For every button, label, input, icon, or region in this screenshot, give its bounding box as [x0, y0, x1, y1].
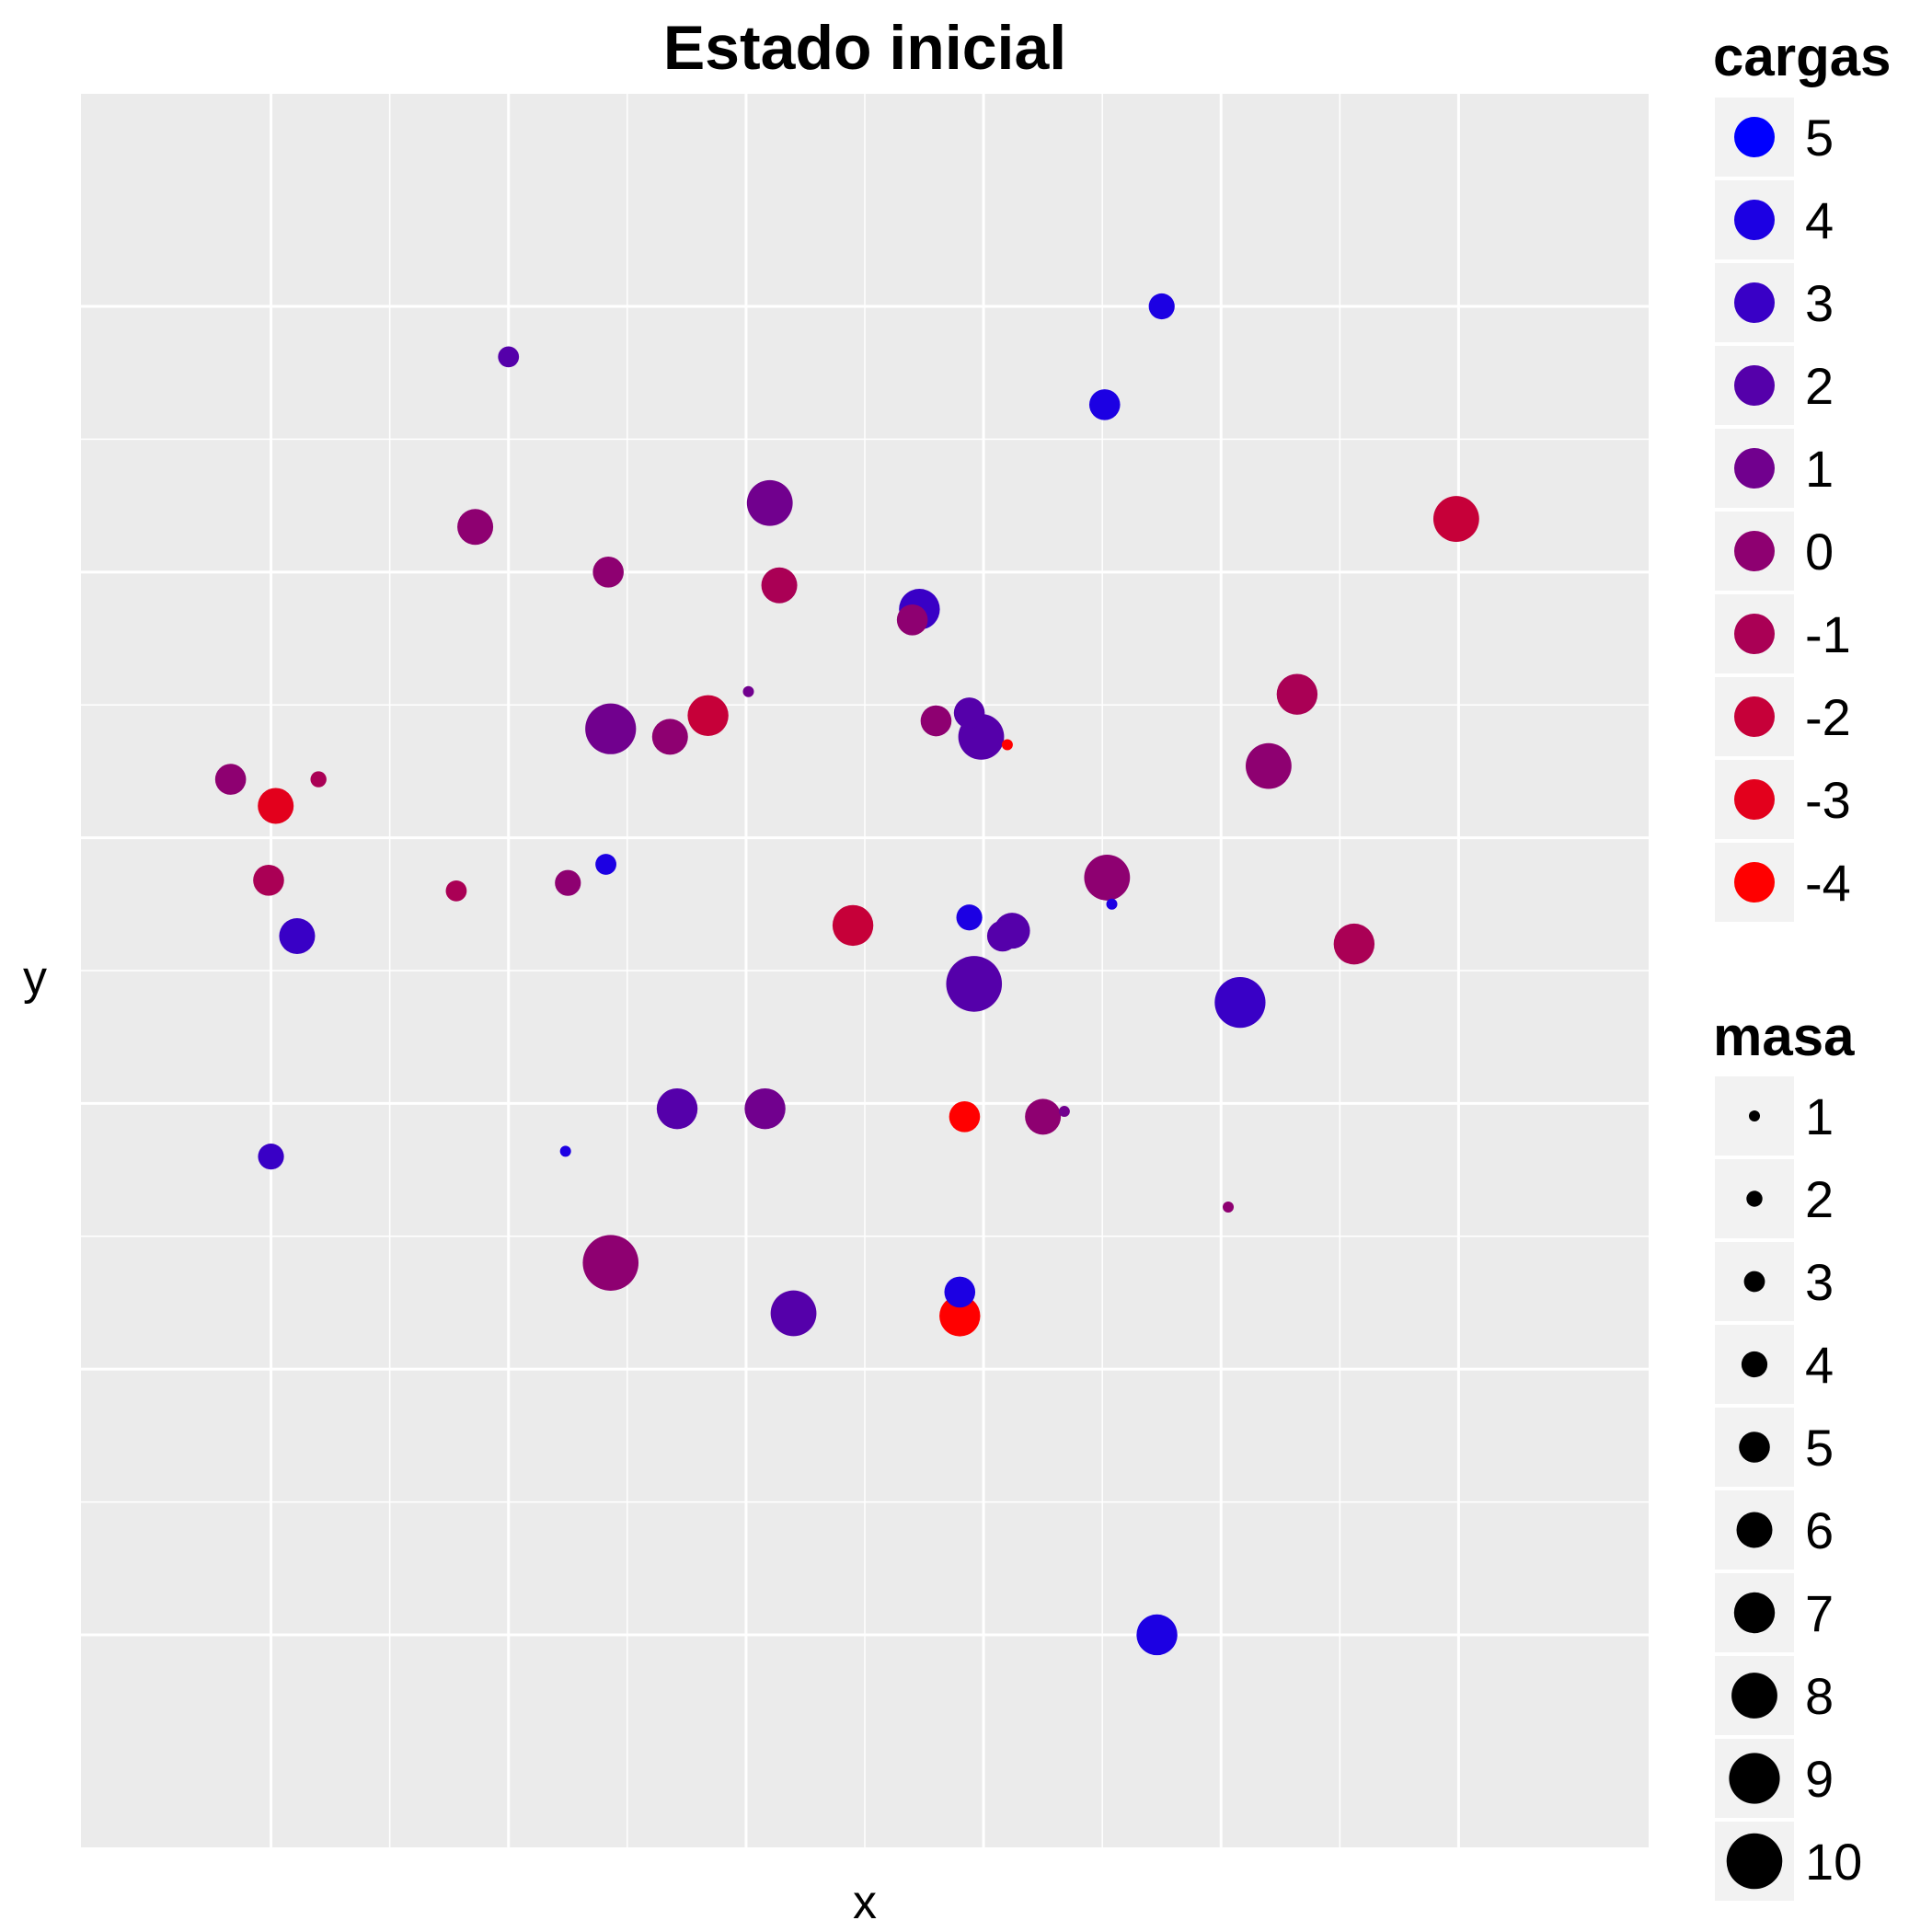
data-point — [595, 854, 616, 875]
data-point — [1276, 673, 1318, 715]
data-point — [582, 1235, 639, 1291]
data-point — [1088, 389, 1121, 420]
data-point — [258, 1144, 284, 1170]
legend-label: 4 — [1805, 191, 1834, 249]
legend-swatch — [1741, 1351, 1768, 1378]
legend-label: 5 — [1805, 109, 1834, 167]
data-point — [457, 509, 494, 546]
data-point — [986, 920, 1018, 952]
grid-lines — [81, 94, 1649, 1847]
legend-swatch — [1734, 614, 1775, 654]
data-point — [956, 904, 983, 931]
data-point — [832, 904, 874, 947]
data-point — [944, 1276, 976, 1308]
legend-label: -2 — [1805, 688, 1851, 746]
x-axis-label: x — [853, 1876, 877, 1929]
legend-label: 2 — [1805, 1170, 1834, 1228]
data-point — [1333, 923, 1375, 965]
data-point — [746, 479, 793, 526]
legend-label: 1 — [1805, 440, 1834, 498]
legend-swatch — [1734, 365, 1775, 406]
legend-masa: 1 2 3 4 5 6 7 8 9 10 — [1715, 1076, 1862, 1901]
data-point — [1136, 1614, 1178, 1656]
legend-swatch — [1734, 448, 1775, 489]
data-point — [656, 1087, 698, 1130]
data-point — [1148, 293, 1175, 320]
data-point — [939, 1295, 981, 1337]
data-point — [1214, 977, 1266, 1029]
data-point — [953, 697, 985, 729]
data-point — [258, 788, 294, 824]
data-point — [920, 705, 952, 737]
legend-label: 2 — [1805, 357, 1834, 415]
legend-swatch — [1734, 862, 1775, 903]
legend-swatch — [1731, 1673, 1777, 1719]
legend-label: 3 — [1805, 274, 1834, 332]
data-point — [310, 771, 327, 788]
legend-swatch — [1734, 282, 1775, 323]
data-point — [1432, 496, 1479, 542]
data-point — [1025, 1098, 1062, 1135]
y-axis-label: y — [23, 951, 47, 1005]
data-point — [761, 567, 798, 604]
data-point — [687, 695, 729, 736]
data-point — [253, 865, 284, 896]
legend-swatch — [1749, 1110, 1760, 1121]
chart-title: Estado inicial — [663, 13, 1066, 83]
legend-label: 9 — [1805, 1750, 1834, 1808]
data-points — [214, 293, 1479, 1656]
legend-swatch — [1734, 779, 1775, 820]
legend-label: 7 — [1805, 1584, 1834, 1642]
data-point — [1058, 1106, 1070, 1118]
data-point — [742, 685, 754, 697]
data-point — [896, 604, 928, 636]
legend-swatch — [1726, 1833, 1783, 1890]
legend-swatch — [1734, 696, 1775, 737]
legend-swatch — [1734, 117, 1775, 157]
legend-swatch — [1746, 1190, 1763, 1207]
data-point — [770, 1290, 817, 1337]
data-point — [651, 719, 688, 755]
data-point — [949, 1101, 981, 1133]
data-point — [592, 557, 624, 588]
legend-label: -1 — [1805, 605, 1851, 663]
data-point — [559, 1145, 571, 1157]
data-point — [1223, 1202, 1235, 1213]
legend-swatch — [1734, 200, 1775, 240]
data-point — [279, 917, 316, 954]
legend-label: 0 — [1805, 523, 1834, 581]
data-point — [445, 880, 467, 902]
data-point — [585, 703, 637, 754]
legend-swatch — [1736, 1512, 1773, 1548]
legend-label: -4 — [1805, 854, 1851, 912]
data-point — [1246, 742, 1292, 789]
legend-cargas-title: cargas — [1713, 26, 1891, 87]
data-point — [1084, 855, 1131, 901]
data-point — [555, 869, 581, 896]
data-point — [498, 346, 520, 368]
legend-label: 10 — [1805, 1833, 1862, 1891]
legend-label: 6 — [1805, 1501, 1834, 1559]
data-point — [1106, 898, 1118, 910]
legend-masa-title: masa — [1713, 1006, 1855, 1067]
legend-label: 8 — [1805, 1667, 1834, 1725]
legend-label: 1 — [1805, 1087, 1834, 1145]
legend-cargas: 5 4 3 2 1 0 -1 -2 -3 -4 — [1715, 98, 1851, 922]
data-point — [744, 1087, 786, 1130]
data-point — [1001, 739, 1013, 751]
legend-swatch — [1739, 1432, 1770, 1463]
legend-swatch — [1734, 531, 1775, 571]
legend-label: 5 — [1805, 1419, 1834, 1477]
legend-label: 4 — [1805, 1336, 1834, 1394]
legend-label: -3 — [1805, 771, 1851, 829]
data-point — [946, 956, 1003, 1012]
data-point — [214, 764, 247, 795]
legend-label: 3 — [1805, 1253, 1834, 1311]
legend-swatch — [1733, 1592, 1776, 1634]
legend-swatch — [1743, 1271, 1765, 1293]
legend-swatch — [1729, 1753, 1780, 1804]
